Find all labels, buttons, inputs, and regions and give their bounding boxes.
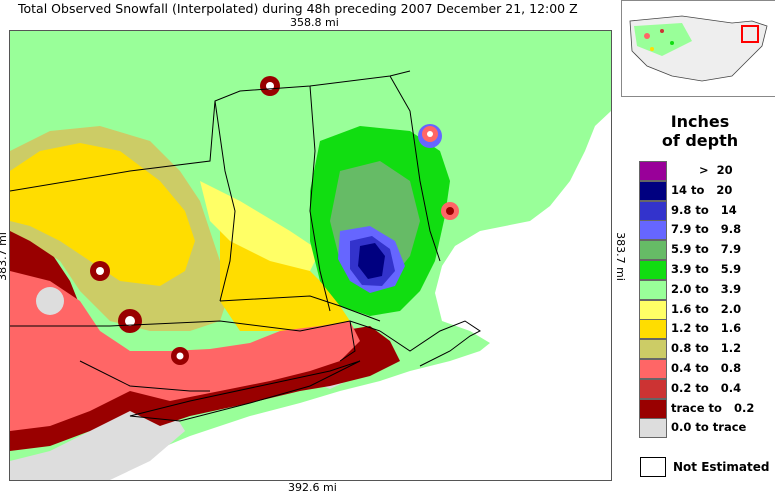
- legend-swatch: [639, 418, 667, 439]
- legend-item: 14 to 20: [639, 180, 769, 201]
- spot: [266, 82, 274, 90]
- coastline: [379, 320, 481, 367]
- legend-swatch: [639, 299, 667, 320]
- scale-bottom-label: 392.6 mi: [288, 481, 337, 494]
- legend-label: 5.9 to 7.9: [671, 242, 742, 257]
- legend-item: 0.4 to 0.8: [639, 358, 769, 379]
- spot: [427, 131, 433, 137]
- legend-item: 0.8 to 1.2: [639, 339, 769, 360]
- legend-label: 14 to 20: [671, 182, 733, 197]
- inset-region-box: [741, 25, 759, 43]
- legend-item: 0.0 to trace: [639, 418, 769, 439]
- legend: > 20 14 to 20 9.8 to 14 7.9 to 9.8 5.9 to 7.…: [639, 161, 769, 439]
- legend-label: 1.6 to 2.0: [671, 301, 742, 316]
- ocean: [100, 111, 611, 480]
- legend-swatch: [639, 200, 667, 221]
- legend-item: 1.6 to 2.0: [639, 299, 769, 320]
- scale-left-label: 383.7 mi: [0, 232, 9, 281]
- legend-swatch: [639, 240, 667, 261]
- legend-item: > 20: [639, 161, 769, 181]
- scale-top-label: 358.8 mi: [290, 16, 339, 29]
- legend-title-line1: Inches: [670, 112, 730, 131]
- legend-item: 7.9 to 9.8: [639, 220, 769, 241]
- not-estimated-swatch: [640, 457, 666, 477]
- map-title: Total Observed Snowfall (Interpolated) d…: [18, 1, 578, 16]
- legend-label: 7.9 to 9.8: [671, 222, 742, 237]
- legend-item: trace to 0.2: [639, 398, 769, 419]
- legend-title-line2: of depth: [661, 131, 739, 150]
- us-inset-svg: [629, 15, 768, 82]
- legend-swatch: [639, 358, 667, 379]
- snowfall-map: [9, 30, 612, 481]
- inset-snow-west: [634, 23, 692, 56]
- legend-item: 2.0 to 3.9: [639, 279, 769, 300]
- inset-dot: [650, 47, 654, 51]
- legend-swatch: [639, 161, 667, 181]
- legend-item: 0.2 to 0.4: [639, 378, 769, 399]
- legend-item: 1.2 to 1.6: [639, 319, 769, 340]
- legend-label: 0.0 to trace: [671, 420, 747, 435]
- us-inset-map: [621, 0, 775, 97]
- legend-item: 3.9 to 5.9: [639, 259, 769, 280]
- legend-swatch: [639, 339, 667, 360]
- legend-item: 9.8 to 14: [639, 200, 769, 221]
- legend-swatch: [639, 180, 667, 201]
- not-estimated-label: Not Estimated: [673, 460, 770, 474]
- inset-dot: [644, 33, 650, 39]
- legend-title: Inches of depth: [640, 112, 760, 150]
- spot: [176, 352, 184, 360]
- band-12-16: [10, 143, 195, 286]
- legend-label: 9.8 to 14: [671, 202, 737, 217]
- legend-label: 0.8 to 1.2: [671, 341, 742, 356]
- legend-item: 5.9 to 7.9: [639, 240, 769, 261]
- band-16-20: [200, 181, 320, 271]
- spot: [96, 267, 104, 275]
- legend-swatch: [639, 319, 667, 340]
- state-boundaries: [10, 70, 441, 392]
- band-14-20: [358, 243, 385, 279]
- legend-label: 1.2 to 1.6: [671, 321, 742, 336]
- spot: [446, 207, 454, 215]
- scale-right-label: 383.7 mi: [613, 232, 627, 281]
- inset-dot: [660, 29, 664, 33]
- inset-dot: [670, 41, 674, 45]
- legend-swatch: [639, 220, 667, 241]
- legend-label: 0.2 to 0.4: [671, 380, 742, 395]
- spot: [125, 316, 135, 326]
- legend-label: 3.9 to 5.9: [671, 261, 742, 276]
- legend-swatch: [639, 378, 667, 399]
- legend-label: > 20: [671, 163, 733, 177]
- spot: [36, 287, 64, 315]
- legend-swatch: [639, 279, 667, 300]
- long-island-outline: [129, 360, 361, 422]
- legend-label: 0.4 to 0.8: [671, 360, 742, 375]
- legend-swatch: [639, 398, 667, 419]
- legend-swatch: [639, 259, 667, 280]
- legend-label: 2.0 to 3.9: [671, 281, 742, 296]
- legend-label: trace to 0.2: [671, 400, 755, 415]
